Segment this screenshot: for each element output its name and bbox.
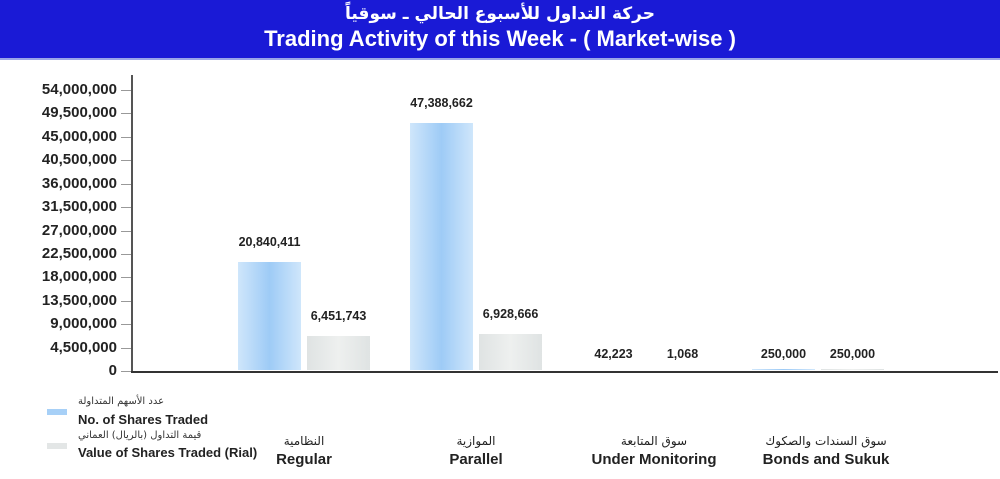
y-tick-mark <box>121 207 131 209</box>
legend-label-value: Value of Shares Traded (Rial) <box>78 445 258 460</box>
y-tick-mark <box>121 230 131 232</box>
title-english: Trading Activity of this Week - ( Market… <box>264 26 736 51</box>
y-tick-label: 4,500,000 <box>50 338 117 356</box>
y-tick-mark <box>121 253 131 255</box>
y-tick-mark <box>121 371 131 372</box>
data-label: 42,223 <box>594 347 633 361</box>
y-tick-mark <box>121 324 131 326</box>
y-tick-label: 27,000,000 <box>41 221 117 239</box>
category-label-ar: سوق السندات والصكوك <box>765 434 887 448</box>
category-label-en: Parallel <box>449 451 503 468</box>
category-label-en: Under Monitoring <box>591 451 717 468</box>
bar-value-traded <box>821 368 884 370</box>
category-label: سوق السندات والصكوك Bonds and Sukuk <box>716 432 936 470</box>
y-tick-label: 40,500,000 <box>41 151 117 169</box>
y-tick-label: 0 <box>108 362 117 379</box>
data-label: 250,000 <box>760 347 807 361</box>
legend-swatch-shares <box>47 409 67 415</box>
category-label-ar: النظامية <box>283 434 325 448</box>
data-label: 250,000 <box>829 347 876 361</box>
chart-header: حركة التداول للأسبوع الحالي ـ سوقياً Tra… <box>0 0 1000 60</box>
y-tick-mark <box>121 183 131 185</box>
legend-label-shares-ar: عدد الأسهم المتداولة <box>78 396 165 407</box>
legend-label-value-ar: قيمة التداول (بالريال) العماني <box>78 430 202 441</box>
y-tick-label: 31,500,000 <box>41 198 117 216</box>
y-axis-line <box>131 75 133 372</box>
y-tick-mark <box>121 90 131 91</box>
bar-value-traded <box>479 333 542 370</box>
y-tick-label: 54,000,000 <box>41 81 117 98</box>
bar-value-traded <box>307 336 370 370</box>
y-tick-mark <box>121 300 131 302</box>
category-label-en: Regular <box>276 451 332 468</box>
category-label: النظامية Regular <box>194 432 414 470</box>
y-tick-label: 9,000,000 <box>50 315 117 333</box>
x-axis-line <box>131 371 998 373</box>
y-tick-mark <box>121 136 131 138</box>
bar-shares-traded <box>238 261 301 370</box>
data-label: 20,840,411 <box>238 234 301 249</box>
bar-shares-traded <box>410 123 473 370</box>
y-tick-label: 18,000,000 <box>41 268 117 286</box>
data-label: 6,928,666 <box>482 306 539 321</box>
y-tick-mark <box>121 113 131 115</box>
category-label: سوق المتابعة Under Monitoring <box>544 432 764 470</box>
title-arabic: حركة التداول للأسبوع الحالي ـ سوقياً <box>344 4 656 24</box>
data-label: 47,388,662 <box>410 96 473 111</box>
bar-shares-traded <box>752 368 815 370</box>
legend-swatch-value <box>47 443 67 449</box>
y-tick-label: 22,500,000 <box>41 244 117 262</box>
y-tick-mark <box>121 160 131 162</box>
legend-label-shares: No. of Shares Traded <box>78 412 209 427</box>
y-tick-mark <box>121 347 131 349</box>
y-tick-label: 45,000,000 <box>41 127 117 145</box>
category-label: الموازية Parallel <box>366 432 586 470</box>
y-tick-label: 49,500,000 <box>41 104 117 122</box>
data-label: 1,068 <box>666 347 699 361</box>
category-label-ar: سوق المتابعة <box>620 434 688 448</box>
y-tick-mark <box>121 277 131 279</box>
data-label: 6,451,743 <box>310 309 367 324</box>
y-tick-label: 13,500,000 <box>41 291 117 309</box>
category-label-en: Bonds and Sukuk <box>762 451 890 468</box>
y-tick-label: 36,000,000 <box>41 174 117 192</box>
category-label-ar: الموازية <box>456 434 496 448</box>
